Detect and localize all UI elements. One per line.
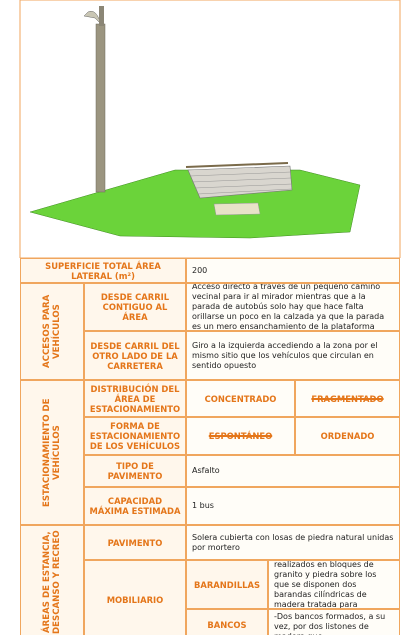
row-text: Giro a la izquierda accediendo a la zona… [186, 331, 400, 380]
wall-pattern [189, 171, 293, 195]
area-label: SUPERFICIE TOTAL ÁREA LATERAL (m²) [20, 258, 186, 283]
row-label: PAVIMENTO [84, 525, 186, 560]
row-text: Acceso directo a través de un pequeño ca… [186, 283, 400, 331]
row-label: DESDE CARRIL DEL OTRO LADO DE LA CARRETE… [84, 331, 186, 380]
item-text: -Dos bancos formados, a su vez, por dos … [268, 609, 400, 635]
lamp-post [95, 23, 106, 193]
option: FRAGMENTADO [295, 380, 400, 417]
option: ESPONTÁNEO [186, 417, 295, 455]
item-label: BARANDILLAS [186, 560, 268, 609]
row-label: DISTRIBUCIÓN DEL ÁREA DE ESTACIONAMIENTO [84, 380, 186, 417]
railing [185, 162, 289, 168]
row-label: TIPO DE PAVIMENTO [84, 455, 186, 487]
section-title: ACCESOS PARA VEHÍCULOS [20, 283, 84, 380]
row-text: Solera cubierta con losas de piedra natu… [186, 525, 400, 560]
option: ORDENADO [295, 417, 400, 455]
row-text: 1 bus [186, 487, 400, 525]
item-text: Murete y balaustres realizados en bloque… [268, 560, 400, 609]
row-label: FORMA DE ESTACIONAMIENTO DE LOS VEHÍCULO… [84, 417, 186, 455]
bench [213, 202, 261, 216]
row-label: CAPACIDAD MÁXIMA ESTIMADA [84, 487, 186, 525]
area-value: 200 [186, 258, 400, 283]
illustration [19, 0, 401, 258]
row-label: DESDE CARRIL CONTIGUO AL ÁREA [84, 283, 186, 331]
option: CONCENTRADO [186, 380, 295, 417]
option-crossed: ESPONTÁNEO [208, 431, 273, 441]
row-label: MOBILIARIO [84, 560, 186, 635]
item-label: BANCOS [186, 609, 268, 635]
section-title: ESTACIONAMIENTO DE VEHÍCULOS [20, 380, 84, 525]
option-crossed: FRAGMENTADO [311, 393, 384, 404]
row-text: Asfalto [186, 455, 400, 487]
section-title: ÁREAS DE ESTANCIA, DESCANSO Y RECREO [20, 525, 84, 635]
stone-wall [187, 165, 293, 199]
lamp-arm [99, 6, 104, 26]
